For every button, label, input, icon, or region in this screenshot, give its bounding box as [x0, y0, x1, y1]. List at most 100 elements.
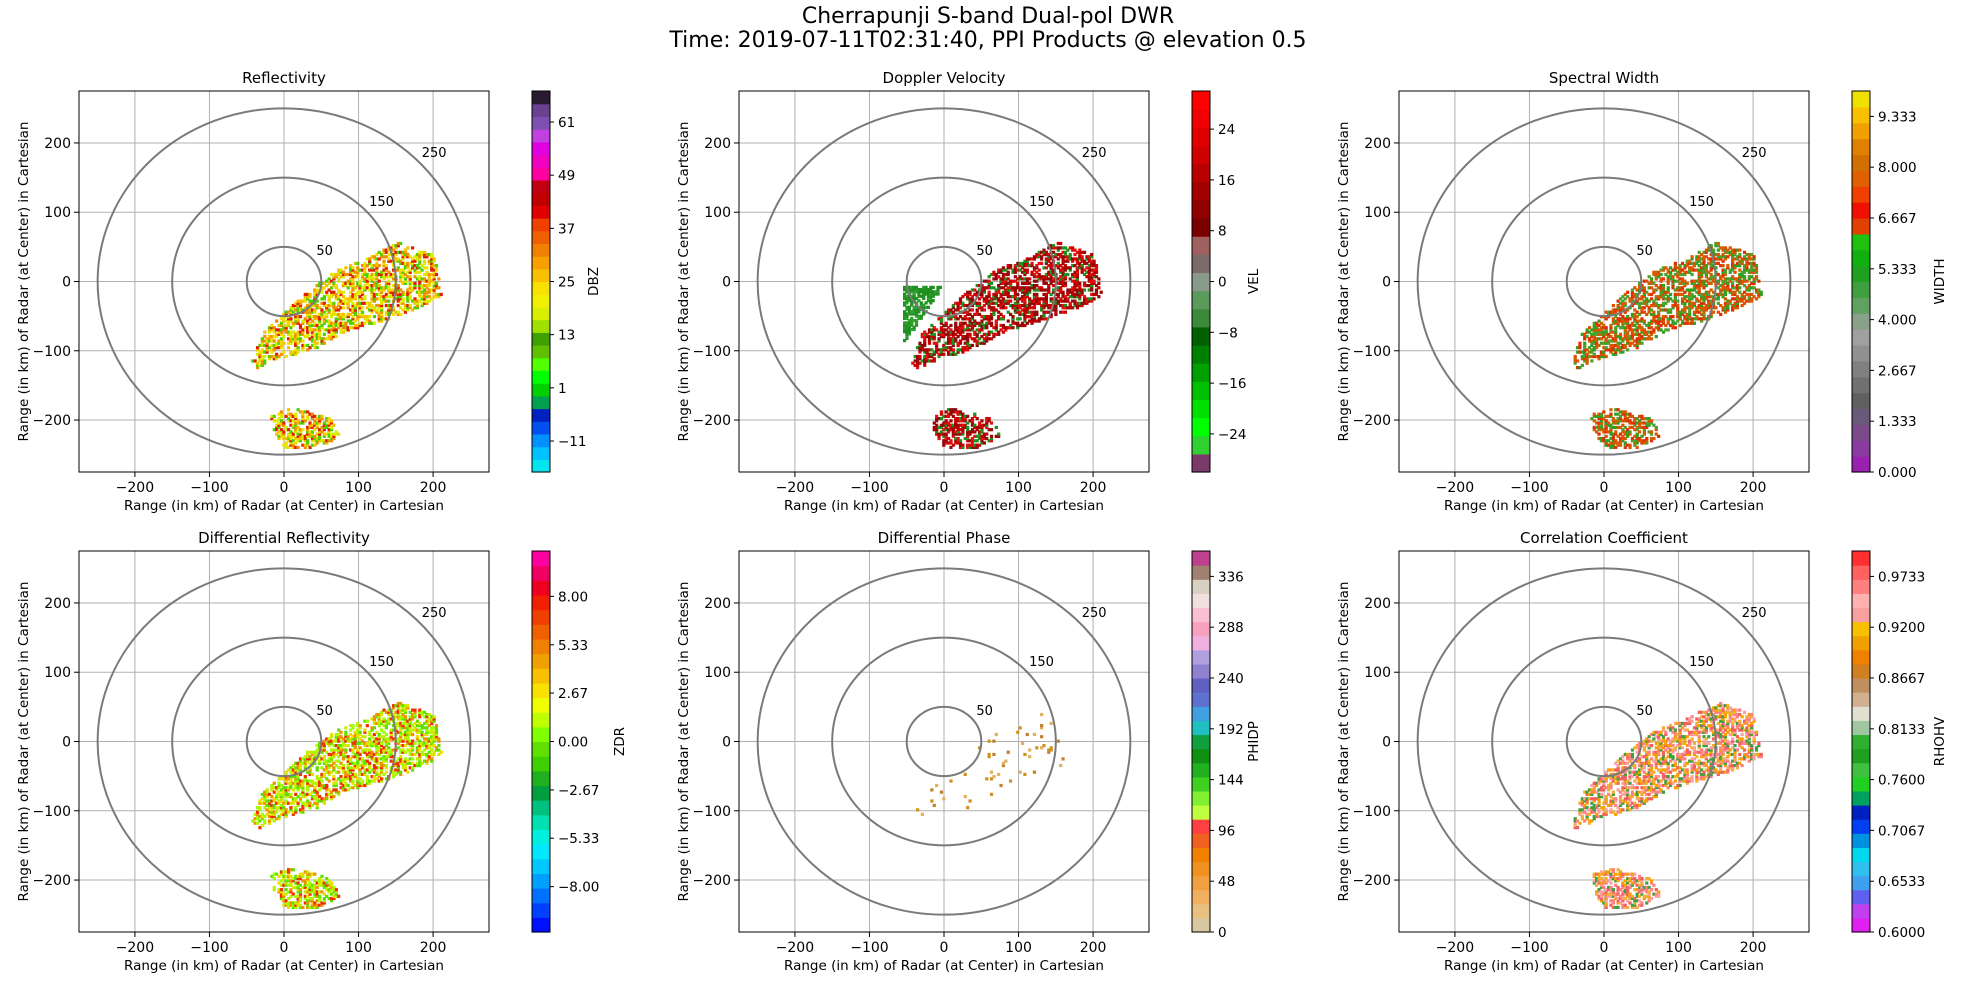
echo-pixel — [344, 323, 348, 328]
echo-pixel — [937, 332, 941, 336]
echo-pixel — [291, 425, 295, 430]
echo-pixel — [930, 348, 934, 352]
echo-pixel — [308, 326, 312, 330]
echo-pixel — [1009, 323, 1013, 328]
echo-pixel — [1592, 414, 1596, 418]
echo-pixel — [1640, 341, 1644, 345]
echo-pixel — [1080, 266, 1084, 270]
echo-pixel — [380, 306, 384, 310]
echo-pixel — [308, 346, 312, 350]
echo-pixel — [1059, 299, 1063, 303]
echo-pixel — [329, 432, 334, 436]
echo-pixel — [327, 319, 331, 323]
echo-pixel — [301, 443, 305, 447]
echo-pixel — [425, 292, 429, 297]
echo-pixel — [1032, 286, 1037, 290]
echo-pixel — [1037, 288, 1041, 292]
echo-pixel — [1028, 303, 1032, 308]
echo-pixel — [989, 323, 994, 328]
echo-pixel — [944, 341, 948, 345]
echo-pixel — [1645, 330, 1649, 334]
echo-pixel — [306, 750, 310, 754]
echo-pixel — [1666, 299, 1670, 303]
echo-pixel — [1742, 301, 1747, 305]
echo-pixel — [356, 290, 360, 294]
echo-pixel — [260, 817, 264, 821]
echo-pixel — [382, 297, 386, 301]
echo-pixel — [914, 321, 919, 325]
echo-pixel — [279, 423, 284, 427]
echo-pixel — [310, 319, 315, 323]
echo-pixel — [313, 295, 317, 299]
echo-pixel — [301, 416, 305, 421]
echo-pixel — [1082, 299, 1087, 303]
echo-pixel — [1647, 323, 1651, 328]
echo-pixel — [315, 752, 319, 757]
echo-pixel — [327, 439, 331, 443]
echo-pixel — [1073, 272, 1077, 277]
echo-pixel — [1030, 321, 1034, 325]
echo-pixel — [301, 786, 305, 790]
echo-pixel — [905, 307, 909, 312]
echo-pixel — [267, 346, 272, 350]
echo-pixel — [434, 292, 439, 297]
echo-pixel — [413, 268, 417, 272]
echo-pixel — [1071, 286, 1075, 290]
echo-pixel — [380, 275, 384, 279]
echo-pixel — [999, 279, 1003, 283]
echo-pixel — [322, 743, 326, 748]
echo-pixel — [954, 321, 958, 325]
echo-pixel — [1637, 306, 1642, 310]
echo-pixel — [303, 317, 307, 321]
echo-pixel — [903, 321, 907, 325]
echo-pixel — [931, 285, 935, 289]
echo-pixel — [1688, 308, 1692, 312]
echo-pixel — [368, 319, 372, 323]
echo-pixel — [1078, 261, 1082, 266]
echo-pixel — [1721, 281, 1725, 285]
echo-pixel — [1618, 308, 1623, 312]
echo-pixel — [327, 297, 331, 301]
echo-pixel — [1009, 283, 1013, 288]
echo-pixel — [1742, 270, 1747, 274]
echo-pixel — [267, 814, 272, 819]
echo-pixel — [1700, 312, 1704, 317]
echo-pixel — [913, 359, 917, 363]
echo-pixel — [919, 290, 923, 294]
echo-pixel — [1754, 297, 1759, 301]
echo-pixel — [308, 432, 312, 436]
echo-pixel — [327, 308, 331, 312]
echo-pixel — [296, 801, 300, 805]
colorbar-segment — [1852, 91, 1870, 108]
echo-pixel — [1685, 261, 1689, 266]
echo-pixel — [275, 357, 279, 361]
echo-pixel — [1621, 315, 1625, 319]
echo-pixel — [294, 783, 298, 788]
echo-pixel — [380, 317, 384, 321]
echo-pixel — [368, 301, 372, 305]
echo-pixel — [399, 275, 403, 279]
echo-pixel — [1702, 308, 1706, 312]
echo-pixel — [1633, 317, 1637, 321]
echo-pixel — [1740, 275, 1744, 279]
echo-pixel — [1740, 270, 1744, 274]
echo-pixel — [334, 788, 338, 792]
echo-pixel — [334, 430, 338, 434]
echo-pixel — [939, 321, 944, 325]
echo-pixel — [1037, 286, 1041, 290]
echo-pixel — [1628, 425, 1632, 430]
echo-pixel — [1750, 286, 1754, 290]
echo-pixel — [1700, 303, 1704, 308]
echo-pixel — [296, 303, 300, 308]
echo-pixel — [914, 301, 919, 305]
echo-pixel — [1611, 348, 1615, 352]
echo-pixel — [949, 428, 953, 432]
echo-pixel — [413, 259, 417, 263]
echo-pixel — [920, 348, 924, 352]
echo-pixel — [1020, 299, 1025, 303]
echo-pixel — [1032, 288, 1037, 292]
echo-pixel — [1750, 275, 1754, 279]
echo-pixel — [949, 346, 953, 350]
echo-pixel — [910, 319, 914, 323]
echo-pixel — [954, 315, 958, 319]
